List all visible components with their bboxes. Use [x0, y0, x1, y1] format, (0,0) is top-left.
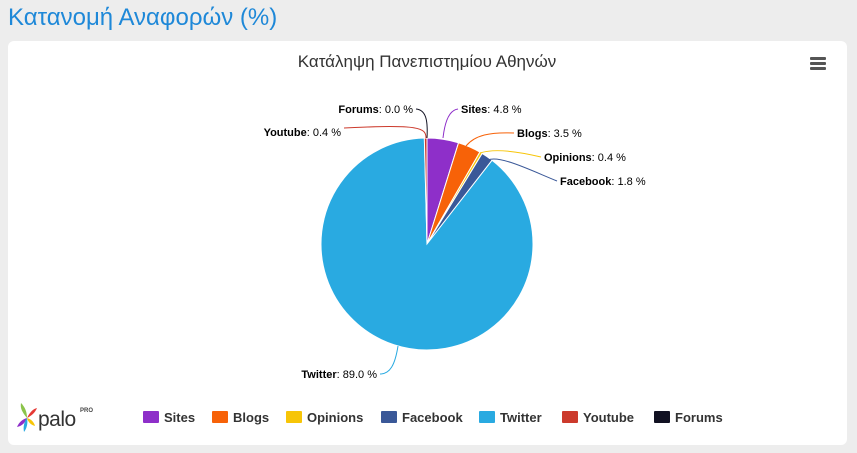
pie-slice-twitter[interactable]	[320, 137, 534, 351]
page-heading: Κατανομή Αναφορών (%)	[8, 4, 278, 31]
palo-logo-text: palo	[38, 408, 76, 431]
connector-blogs	[465, 132, 515, 147]
legend-label-sites: Sites	[164, 410, 195, 425]
legend-label-opinions: Opinions	[307, 410, 363, 425]
legend-item-blogs[interactable]: Blogs	[212, 410, 269, 425]
legend-label-blogs: Blogs	[233, 410, 269, 425]
legend-item-youtube[interactable]: Youtube	[562, 410, 634, 425]
connector-twitter	[379, 345, 399, 375]
legend-label-forums: Forums	[675, 410, 723, 425]
data-label-youtube: Youtube: 0.4 %	[264, 127, 342, 139]
legend-item-forums[interactable]: Forums	[654, 410, 723, 425]
legend-swatch-forums	[654, 411, 670, 423]
palo-logo-superscript: PRO	[80, 408, 94, 414]
chart-title: Κατάληψη Πανεπιστημίου Αθηνών	[298, 52, 557, 71]
connector-forums	[415, 108, 428, 139]
palo-logo-icon	[17, 403, 37, 432]
legend-label-youtube: Youtube	[583, 410, 634, 425]
connector-sites	[442, 108, 459, 139]
legend-item-facebook[interactable]: Facebook	[381, 410, 463, 425]
legend-swatch-sites	[143, 411, 159, 423]
data-label-sites: Sites: 4.8 %	[461, 104, 522, 116]
data-label-forums: Forums: 0.0 %	[338, 104, 413, 116]
legend-swatch-facebook	[381, 411, 397, 423]
legend-label-twitter: Twitter	[500, 410, 542, 425]
legend-item-opinions[interactable]: Opinions	[286, 410, 363, 425]
connector-youtube	[343, 126, 427, 139]
legend-swatch-twitter	[479, 411, 495, 423]
data-label-opinions: Opinions: 0.4 %	[544, 152, 626, 164]
legend-swatch-youtube	[562, 411, 578, 423]
legend-swatch-opinions	[286, 411, 302, 423]
data-label-blogs: Blogs: 3.5 %	[517, 128, 582, 140]
legend-swatch-blogs	[212, 411, 228, 423]
palo-logo: palo PRO	[16, 400, 96, 436]
legend-item-sites[interactable]: Sites	[143, 410, 195, 425]
connector-facebook	[487, 158, 558, 182]
data-label-twitter: Twitter: 89.0 %	[301, 369, 377, 381]
legend-label-facebook: Facebook	[402, 410, 463, 425]
data-label-facebook: Facebook: 1.8 %	[560, 176, 646, 188]
pie-slice-youtube[interactable]	[423, 137, 428, 245]
connector-opinions	[479, 150, 542, 158]
legend-item-twitter[interactable]: Twitter	[479, 410, 542, 425]
chart-menu-button[interactable]	[808, 54, 828, 74]
